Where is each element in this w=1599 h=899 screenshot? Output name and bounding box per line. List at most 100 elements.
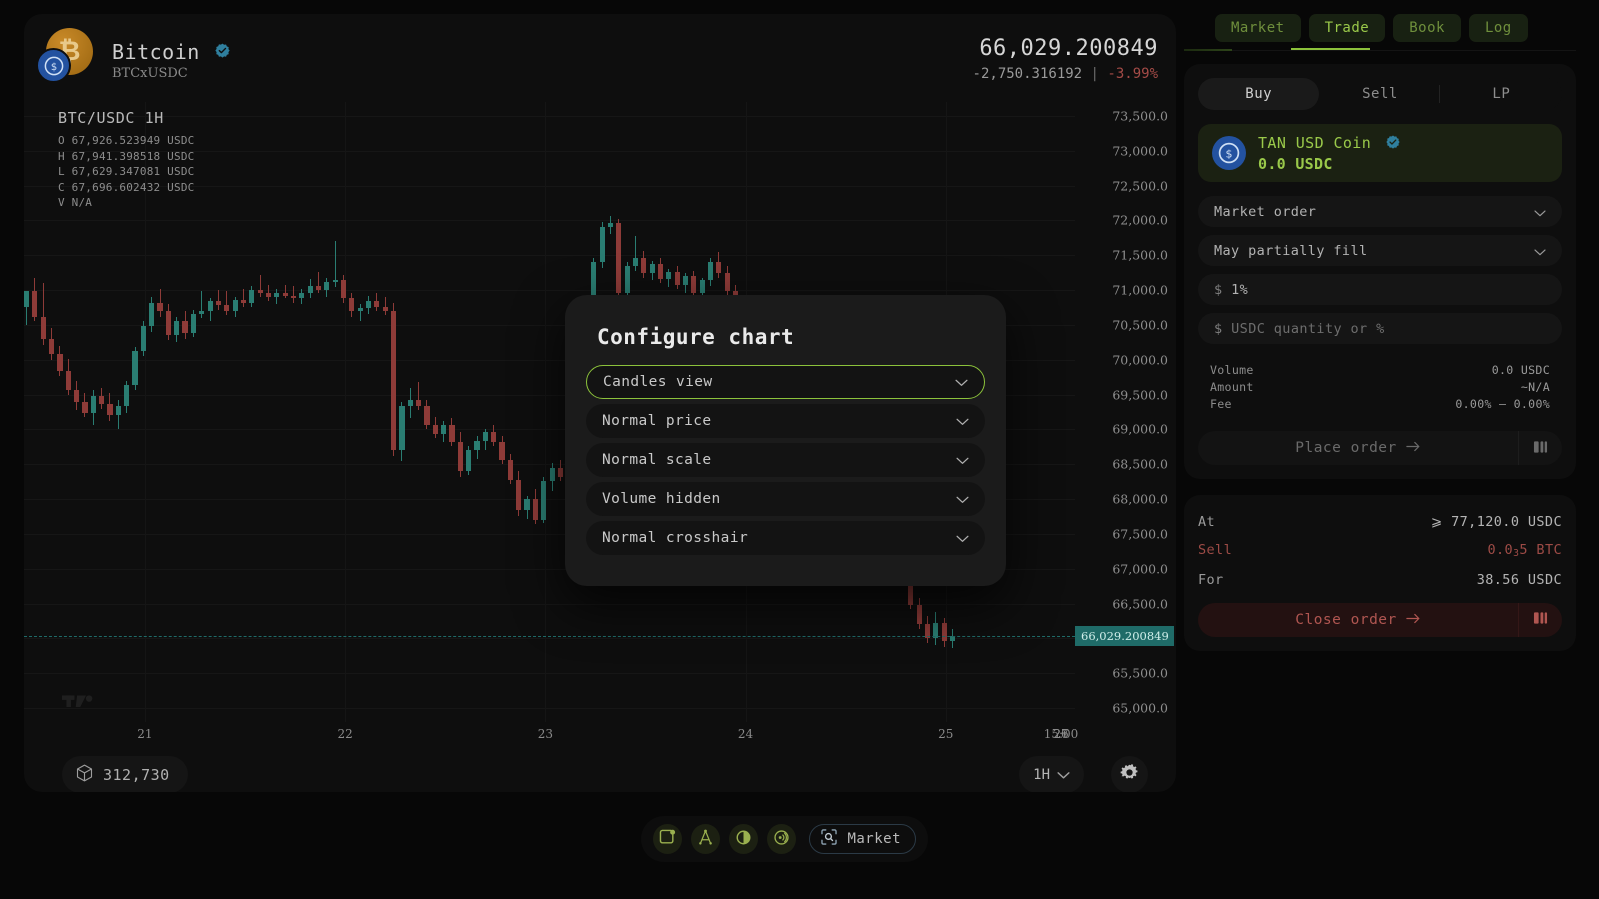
candle-body [382,306,388,311]
candle-body [324,281,330,291]
candle-wick [359,304,361,321]
chart-header: ₿ $ Bitcoin BTCxUSDC [24,14,1176,90]
timeframe-selector[interactable]: 1H [1019,756,1084,792]
side-lp[interactable]: LP [1441,78,1562,110]
ohlc-close-key: C [58,180,65,194]
candle-body [40,316,46,339]
candle-body [65,370,71,391]
place-order-panels-button[interactable] [1518,431,1562,465]
candle [199,102,205,722]
candle [474,102,480,722]
coin-name: Bitcoin [112,40,200,64]
candle [599,102,605,722]
candle [332,102,338,722]
grid-line-horizontal [24,708,1075,710]
candle [516,102,522,722]
candle [274,102,280,722]
quantity-input[interactable]: $ USDC quantity or % [1198,313,1562,344]
candle-body [624,266,630,293]
close-order-panels-button[interactable] [1518,602,1562,637]
volume-mode-select[interactable]: Volume hidden [586,482,985,516]
market-search-button[interactable]: Market [809,824,917,854]
time-axis-tick: 15:00 [1043,727,1079,741]
close-order-main[interactable]: Close order [1198,603,1518,637]
slippage-input[interactable]: $ 1% [1198,274,1562,305]
tab-trade[interactable]: Trade [1308,14,1386,42]
candle-body [365,301,372,309]
chevron-down-icon [1534,202,1546,221]
stat-volume-key: Volume [1210,363,1254,377]
candle-body [207,301,213,311]
time-axis[interactable]: 21 22 23 24 25 26 27 15:00 [24,722,1078,756]
close-sell-key: Sell [1198,541,1233,558]
scan-search-icon [820,828,838,850]
candle [265,102,272,722]
candle-body [57,354,63,371]
ohlc-legend-title: BTC/USDC 1H [58,109,164,127]
candle-body [924,624,930,639]
candle-body [724,273,730,292]
chevron-down-icon [956,412,969,431]
tab-log[interactable]: Log [1468,14,1528,42]
token-summary[interactable]: $ TAN USD Coin 0.0 USDC [1198,124,1562,182]
candle [40,102,46,722]
chart-settings-button[interactable] [1111,756,1148,792]
block-height-badge[interactable]: 312,730 [62,756,188,792]
side-sell[interactable]: Sell [1319,78,1440,110]
price-block: 66,029.200849 -2,750.316192 | -3.99% [973,36,1158,82]
candle-body [549,468,555,481]
ohlc-low-value: 67,629.347081 USDC [71,165,195,179]
candle-body [257,290,263,293]
candle [357,102,363,722]
candle [407,102,413,722]
square-dot-icon [658,828,677,851]
tab-log-label: Log [1484,20,1512,36]
candle [449,102,455,722]
tradingview-logo-icon [62,690,94,712]
close-order-button[interactable]: Close order [1198,602,1562,637]
order-type-select[interactable]: Market order [1198,196,1562,227]
price-axis-tick: 72,500.0 [1112,178,1168,194]
candle-body [916,604,922,625]
candle-body [616,223,622,293]
candle-body [174,320,180,335]
candle [140,102,146,722]
side-lp-label: LP [1492,86,1511,102]
candle-body [90,395,96,414]
usdc-icon: $ [1212,136,1246,170]
tab-book[interactable]: Book [1393,14,1461,42]
signal-icon-button[interactable] [767,824,797,854]
crosshair-mode-select[interactable]: Normal crosshair [586,521,985,555]
active-tab-underline [1291,48,1370,50]
candle-body [299,292,305,299]
candle [707,102,714,722]
stat-row: Fee 0.00% — 0.00% [1210,396,1550,413]
current-price-line [24,636,1075,638]
contrast-icon-button[interactable] [729,824,759,854]
scale-mode-label: Normal scale [602,452,712,468]
candle [174,102,180,722]
candle-body [132,351,138,385]
candle-body [407,400,413,406]
candle-body [224,305,230,311]
time-axis-tick: 25 [938,727,954,741]
network-compass-icon-button[interactable] [691,824,721,854]
chart-view-select[interactable]: Candles view [586,365,985,399]
place-order-button[interactable]: Place order [1198,431,1562,465]
place-order-main[interactable]: Place order [1198,431,1518,465]
candle [282,102,288,722]
side-buy[interactable]: Buy [1198,78,1320,110]
square-dot-icon-button[interactable] [653,824,683,854]
arrow-right-icon [1406,612,1421,628]
price-axis[interactable]: 73,500.0 73,000.0 72,500.0 72,000.0 71,500.0… [1073,102,1176,722]
price-mode-select[interactable]: Normal price [586,404,985,438]
candle-body [707,262,714,281]
grid-line-horizontal [24,673,1075,675]
volume-mode-label: Volume hidden [602,491,721,507]
tab-market[interactable]: Market [1215,14,1301,42]
scale-mode-select[interactable]: Normal scale [586,443,985,477]
candle-body [249,290,255,303]
fill-type-select[interactable]: May partially fill [1198,235,1562,266]
side-sell-label: Sell [1362,86,1398,102]
